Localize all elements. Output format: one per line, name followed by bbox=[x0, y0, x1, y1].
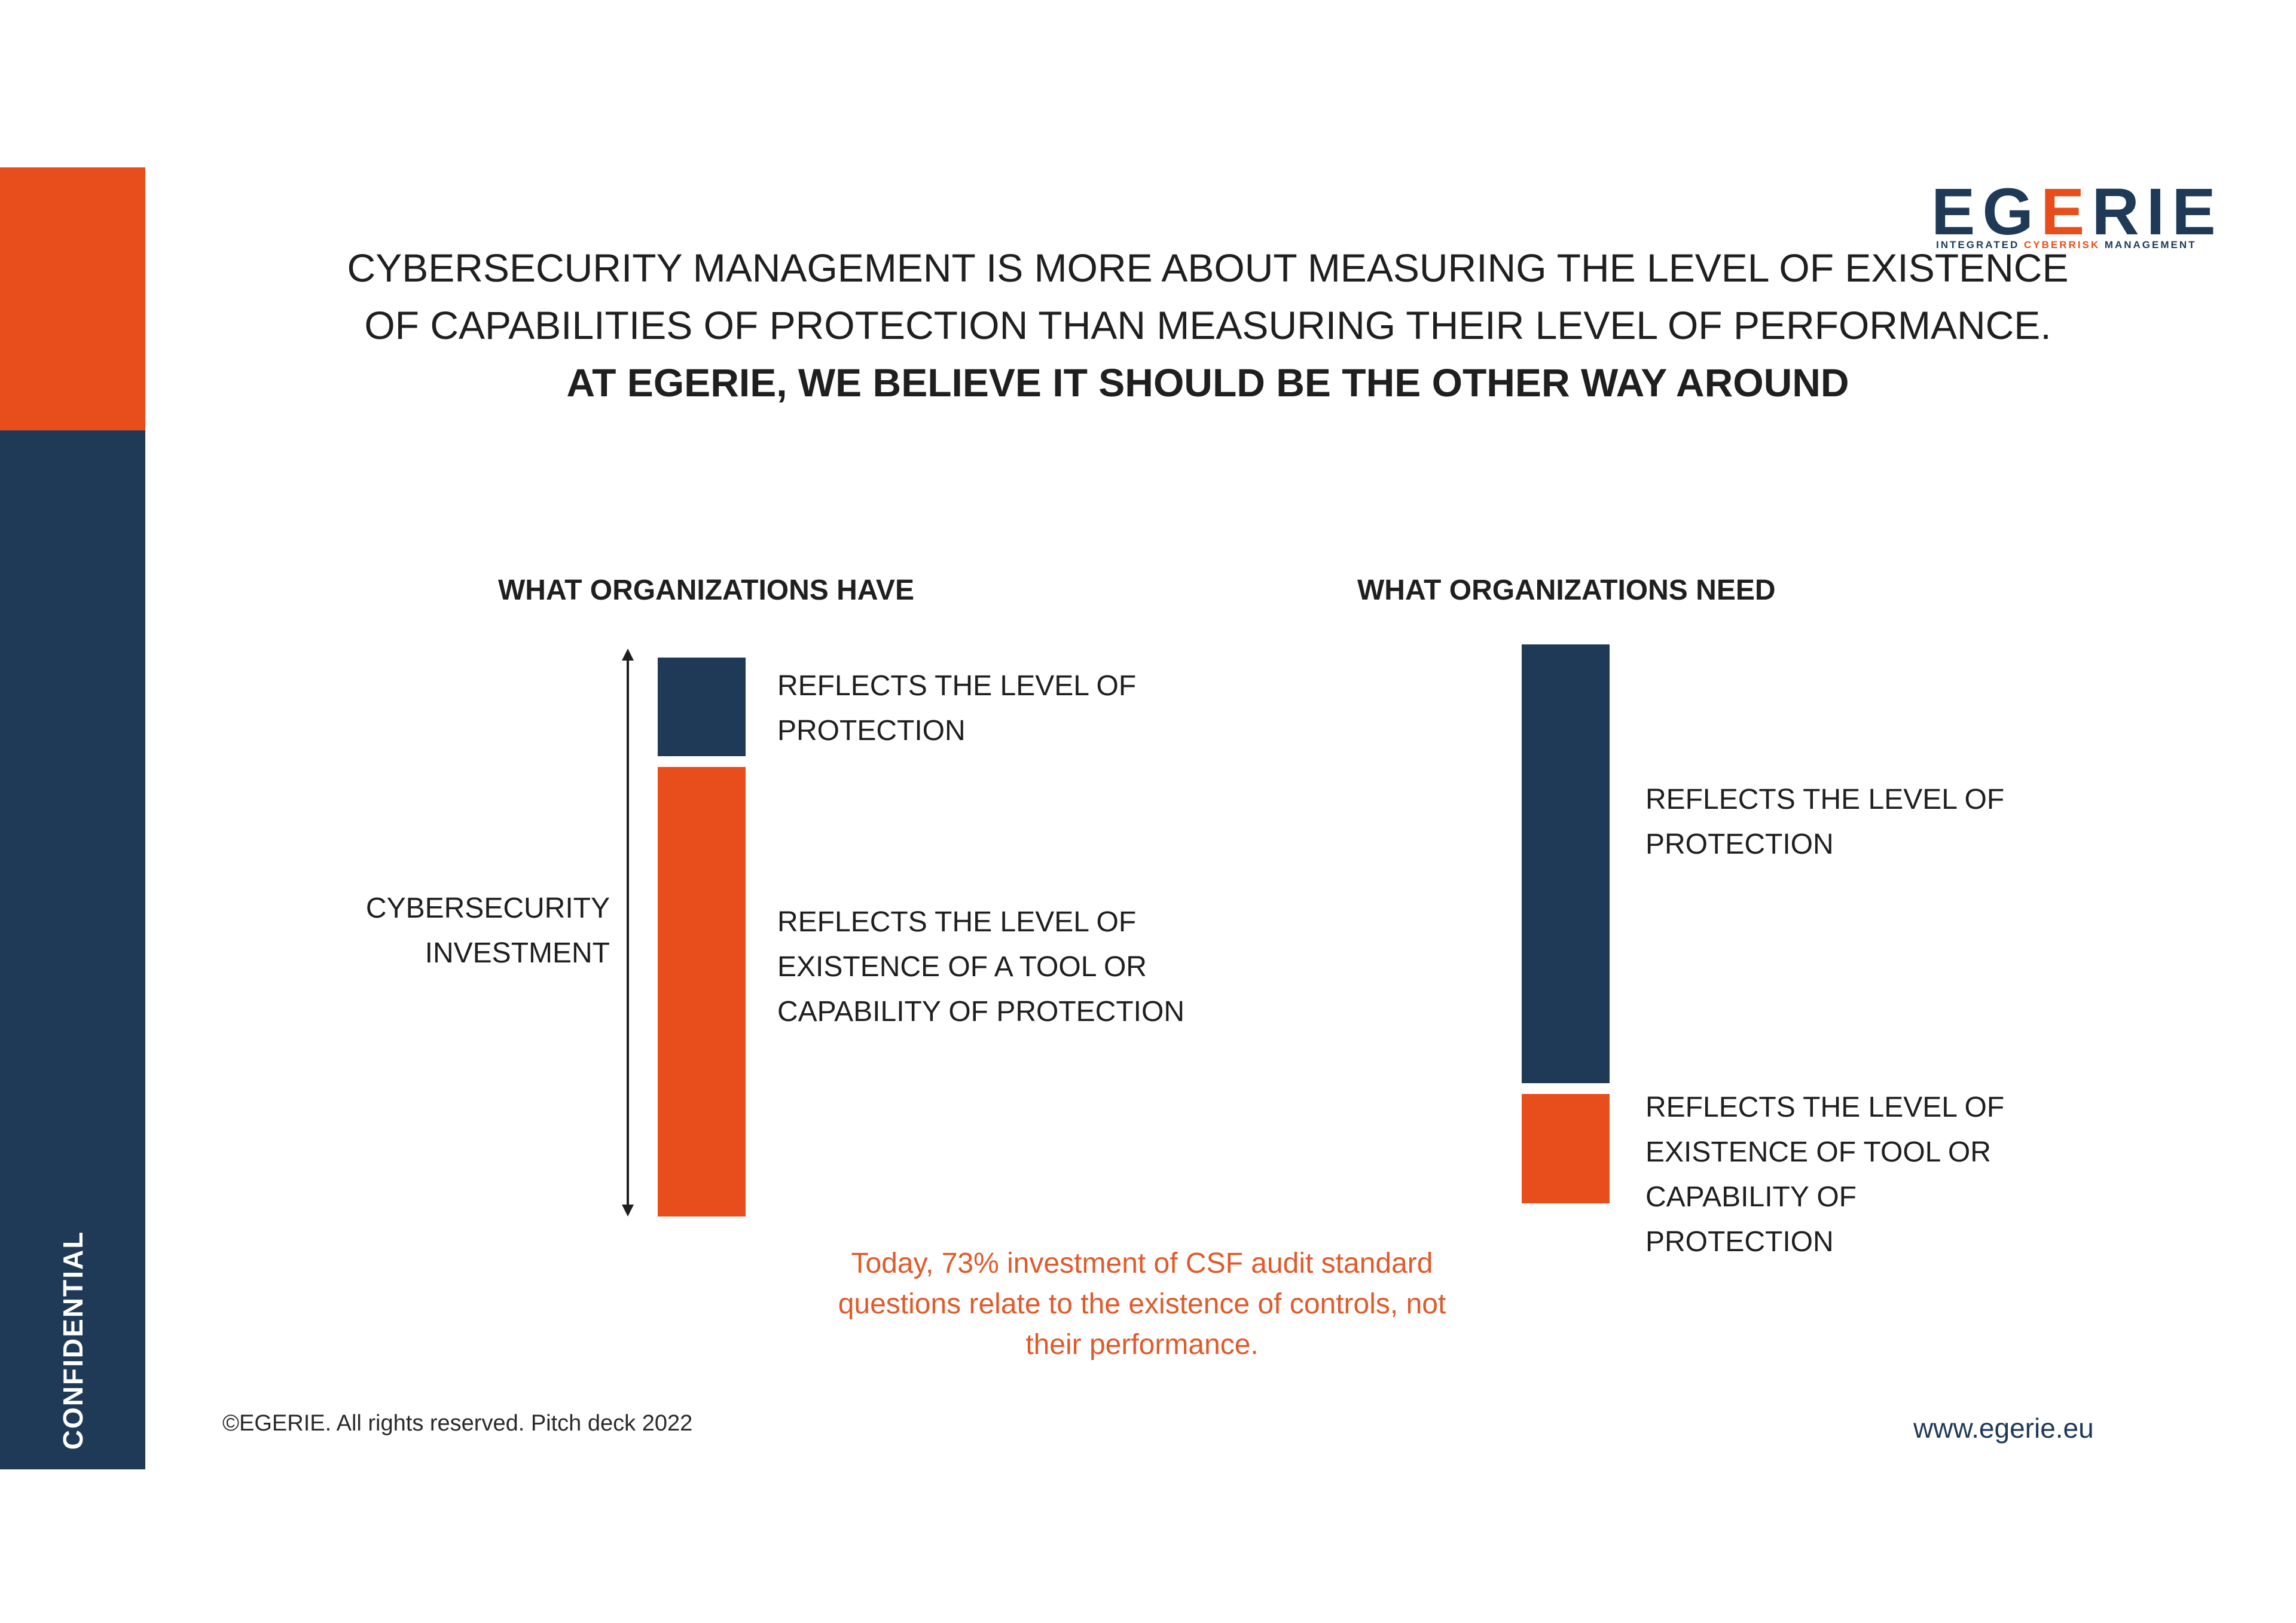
headline-bold: AT EGERIE, WE BELIEVE IT SHOULD BE THE O… bbox=[566, 360, 1849, 405]
egerie-logo: EGERIE INTEGRATED CYBERRISK MANAGEMENT bbox=[1931, 179, 2254, 257]
left-existence-bar bbox=[658, 767, 746, 1217]
logo-tag-highlight: CYBERRISK bbox=[2023, 239, 2100, 250]
copyright-text: ©EGERIE. All rights reserved. Pitch deck… bbox=[222, 1411, 693, 1436]
left-panel-title: WHAT ORGANIZATIONS HAVE bbox=[498, 574, 914, 606]
logo-wordmark: EGERIE bbox=[1931, 179, 2223, 245]
confidential-label: CONFIDENTIAL bbox=[57, 1230, 88, 1450]
website-link[interactable]: www.egerie.eu bbox=[1913, 1413, 2094, 1444]
logo-tagline: INTEGRATED CYBERRISK MANAGEMENT bbox=[1936, 239, 2197, 251]
logo-tag-part2: MANAGEMENT bbox=[2100, 239, 2197, 250]
right-protection-label: REFLECTS THE LEVEL OF PROTECTION bbox=[1645, 784, 2005, 860]
investment-axis-label: CYBERSECURITY INVESTMENT bbox=[365, 893, 610, 969]
right-protection-bar bbox=[1522, 644, 1610, 1083]
left-protection-label: REFLECTS THE LEVEL OF PROTECTION bbox=[777, 670, 1137, 747]
statistic-note: Today, 73% investment of CSF audit stand… bbox=[838, 1248, 1446, 1361]
right-existence-bar bbox=[1522, 1094, 1610, 1203]
logo-tag-part1: INTEGRATED bbox=[1936, 239, 2024, 250]
sidebar-block bbox=[0, 430, 145, 1469]
logo-word-part2: RIE bbox=[2092, 175, 2223, 249]
headline-regular: CYBERSECURITY MANAGEMENT IS MORE ABOUT M… bbox=[347, 246, 2069, 347]
headline: CYBERSECURITY MANAGEMENT IS MORE ABOUT M… bbox=[335, 239, 2081, 411]
right-panel-title: WHAT ORGANIZATIONS NEED bbox=[1357, 574, 1776, 606]
logo-word-part1: EG bbox=[1931, 175, 2041, 249]
left-existence-label: REFLECTS THE LEVEL OF EXISTENCE OF A TOO… bbox=[777, 906, 1184, 1028]
investment-arrow-icon bbox=[622, 649, 634, 1217]
right-existence-label: REFLECTS THE LEVEL OF EXISTENCE OF TOOL … bbox=[1645, 1092, 2005, 1258]
logo-word-highlight: E bbox=[2040, 175, 2092, 249]
left-protection-bar bbox=[658, 658, 746, 756]
sidebar-accent-block bbox=[0, 167, 145, 430]
